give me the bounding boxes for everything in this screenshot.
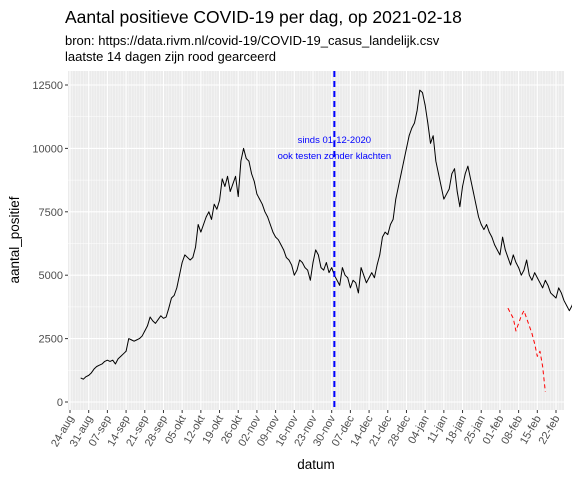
x-axis-title: datum [297, 457, 335, 472]
y-tick-label: 5000 [39, 270, 63, 282]
y-tick-label: 0 [57, 397, 63, 409]
series-line-daily [80, 89, 572, 380]
y-tick-label: 7500 [39, 207, 63, 219]
series-layer [80, 89, 572, 392]
major-grid [68, 71, 564, 410]
y-tick-label: 10000 [32, 143, 63, 155]
y-tick-label: 2500 [39, 334, 63, 346]
chart-subtitle-note: laatste 14 dagen zijn rood gearceerd [65, 49, 277, 64]
reference-line-label: ook testen zonder klachten [278, 151, 392, 162]
series-line-last-14-days [507, 307, 546, 392]
y-axis-title: aantal_positief [7, 196, 22, 283]
chart-subtitle-source: bron: https://data.rivm.nl/covid-19/COVI… [65, 33, 440, 48]
vline-layer: sinds 01-12-2020 ook testen zonder klacht… [278, 71, 392, 410]
plot-panel [68, 71, 564, 410]
y-tick-label: 12500 [32, 80, 63, 92]
chart-title: Aantal positieve COVID-19 per dag, op 20… [65, 7, 462, 27]
reference-line-label: sinds 01-12-2020 [298, 135, 371, 146]
